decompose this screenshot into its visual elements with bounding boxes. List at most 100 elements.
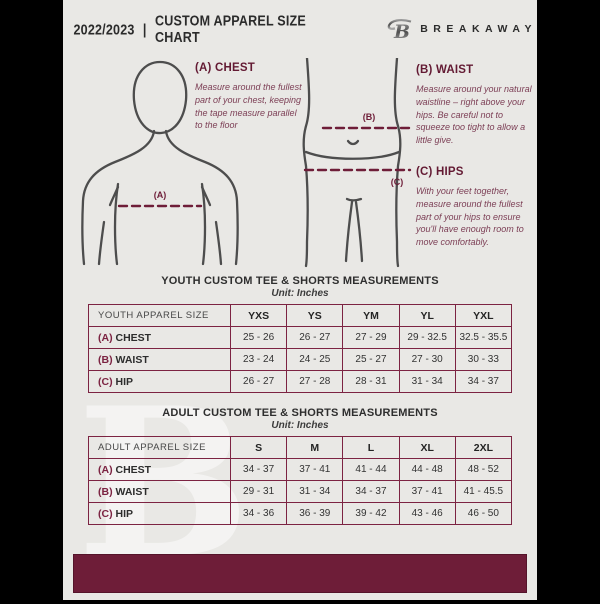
right-body-outline — [393, 58, 402, 268]
size-cell: 44 - 48 — [398, 458, 456, 481]
youth-unit-label: Unit: Inches — [271, 288, 329, 299]
table-header-row: YOUTH APPAREL SIZE YXS YS YM YL YXL — [88, 304, 513, 327]
size-cell: 27 - 29 — [342, 326, 400, 349]
size-cell: 24 - 25 — [286, 348, 344, 371]
page-header: 2022/2023 | CUSTOM APPAREL SIZE CHART B … — [63, 13, 537, 46]
size-cell: 31 - 34 — [398, 370, 456, 393]
logo-letter: B — [393, 21, 410, 42]
row-label: (A) CHEST — [88, 326, 231, 349]
size-cell: 41 - 44 — [342, 458, 400, 481]
row-label-text: HIP — [115, 375, 134, 388]
chart-title: CUSTOM APPAREL SIZE CHART — [154, 12, 306, 46]
breakaway-logo-icon: B — [387, 18, 412, 42]
table-row: (B) WAIST 29 - 31 31 - 34 34 - 37 37 - 4… — [88, 480, 513, 503]
crotch-mark — [345, 197, 363, 202]
size-cell: 28 - 31 — [342, 370, 400, 393]
table-header-row: ADULT APPAREL SIZE S M L XL 2XL — [88, 436, 513, 459]
row-key: (A) — [98, 331, 113, 344]
right-body-side — [200, 182, 207, 266]
size-chart-page: B 2022/2023 | CUSTOM APPAREL SIZE CHART … — [63, 0, 537, 600]
size-cell: 29 - 31 — [229, 480, 288, 503]
right-shoulder-arm — [164, 129, 239, 266]
size-cell: 39 - 42 — [342, 502, 400, 525]
navel-mark — [346, 139, 360, 146]
hip-band-curve — [304, 150, 401, 160]
head-outline — [132, 60, 188, 135]
column-header: YXS — [229, 304, 288, 327]
size-cell: 27 - 30 — [398, 348, 456, 371]
youth-size-table: YOUTH APPAREL SIZE YXS YS YM YL YXL (A) … — [88, 304, 513, 393]
column-header: 2XL — [454, 436, 513, 459]
size-cell: 34 - 37 — [342, 480, 400, 503]
waist-body-text: Measure around your natural waistline – … — [416, 84, 532, 146]
table-row: (A) CHEST 25 - 26 26 - 27 27 - 29 29 - 3… — [88, 326, 513, 349]
size-cell: 34 - 36 — [229, 502, 288, 525]
adult-measurements-section: ADULT CUSTOM TEE & SHORTS MEASUREMENTS U… — [88, 407, 513, 525]
size-cell: 26 - 27 — [229, 370, 288, 393]
size-cell: 43 - 46 — [398, 502, 456, 525]
waist-line-label: (B) — [363, 112, 376, 122]
column-header: L — [342, 436, 400, 459]
chest-instructions: (A) CHEST Measure around the fullest par… — [195, 62, 303, 132]
row-key: (B) — [98, 353, 113, 366]
size-cell: 37 - 41 — [286, 458, 344, 481]
size-cell: 26 - 27 — [286, 326, 344, 349]
column-header: M — [286, 436, 344, 459]
size-cell: 41 - 45.5 — [454, 480, 513, 503]
size-cell: 34 - 37 — [229, 458, 288, 481]
left-body-side — [113, 182, 120, 266]
size-cell: 48 - 52 — [454, 458, 513, 481]
hips-body-text: With your feet together, measure around … — [416, 186, 524, 248]
row-label: (C) HIP — [88, 502, 231, 525]
title-separator: | — [142, 20, 147, 38]
table-row: (B) WAIST 23 - 24 24 - 25 25 - 27 27 - 3… — [88, 348, 513, 371]
adult-section-title: ADULT CUSTOM TEE & SHORTS MEASUREMENTS — [162, 407, 438, 419]
size-cell: 30 - 33 — [454, 348, 513, 371]
torso-figure-illustration: (A) — [81, 60, 239, 266]
right-inner-leg — [354, 200, 364, 263]
row-label-text: WAIST — [115, 353, 149, 366]
size-cell: 34 - 37 — [454, 370, 513, 393]
size-cell: 23 - 24 — [229, 348, 288, 371]
page-title: 2022/2023 | CUSTOM APPAREL SIZE CHART — [74, 13, 353, 46]
size-cell: 36 - 39 — [286, 502, 344, 525]
row-label: (B) WAIST — [88, 348, 231, 371]
column-header: XL — [398, 436, 456, 459]
table-row: (A) CHEST 34 - 37 37 - 41 41 - 44 44 - 4… — [88, 458, 513, 481]
brand-name: BREAKAWAY — [420, 23, 537, 35]
column-header: YXL — [454, 304, 513, 327]
size-cell: 37 - 41 — [398, 480, 456, 503]
row-label-text: WAIST — [115, 485, 149, 498]
size-cell: 29 - 32.5 — [398, 326, 456, 349]
column-header: S — [229, 436, 288, 459]
footer-accent-bar — [73, 554, 527, 593]
brand-lockup: B BREAKAWAY — [385, 17, 537, 42]
row-key: (C) — [98, 507, 113, 520]
waist-heading: (B) WAIST — [416, 64, 474, 76]
column-header: YS — [286, 304, 344, 327]
left-inner-arm — [97, 220, 106, 266]
row-label-text: CHEST — [115, 331, 152, 344]
chest-heading: (A) CHEST — [195, 62, 255, 74]
row-label-text: HIP — [115, 507, 134, 520]
row-label: (C) HIP — [88, 370, 231, 393]
chest-line-label: (A) — [154, 190, 167, 200]
row-key: (C) — [98, 375, 113, 388]
column-header: YL — [398, 304, 456, 327]
adult-unit-label: Unit: Inches — [271, 420, 329, 431]
hips-heading: (C) HIPS — [416, 166, 464, 178]
row-label: (B) WAIST — [88, 480, 231, 503]
size-cell: 27 - 28 — [286, 370, 344, 393]
table-row: (C) HIP 34 - 36 36 - 39 39 - 42 43 - 46 … — [88, 502, 513, 525]
chest-body-text: Measure around the fullest part of your … — [195, 82, 302, 131]
right-armpit-crease — [200, 185, 212, 207]
right-inner-arm — [214, 220, 223, 266]
hips-line-label: (C) — [391, 177, 404, 187]
youth-section-title: YOUTH CUSTOM TEE & SHORTS MEASUREMENTS — [161, 275, 439, 287]
size-cell: 46 - 50 — [454, 502, 513, 525]
row-label-text: CHEST — [115, 463, 152, 476]
row-key: (A) — [98, 463, 113, 476]
row-label: (A) CHEST — [88, 458, 231, 481]
left-shoulder-arm — [81, 129, 156, 266]
size-cell: 31 - 34 — [286, 480, 344, 503]
